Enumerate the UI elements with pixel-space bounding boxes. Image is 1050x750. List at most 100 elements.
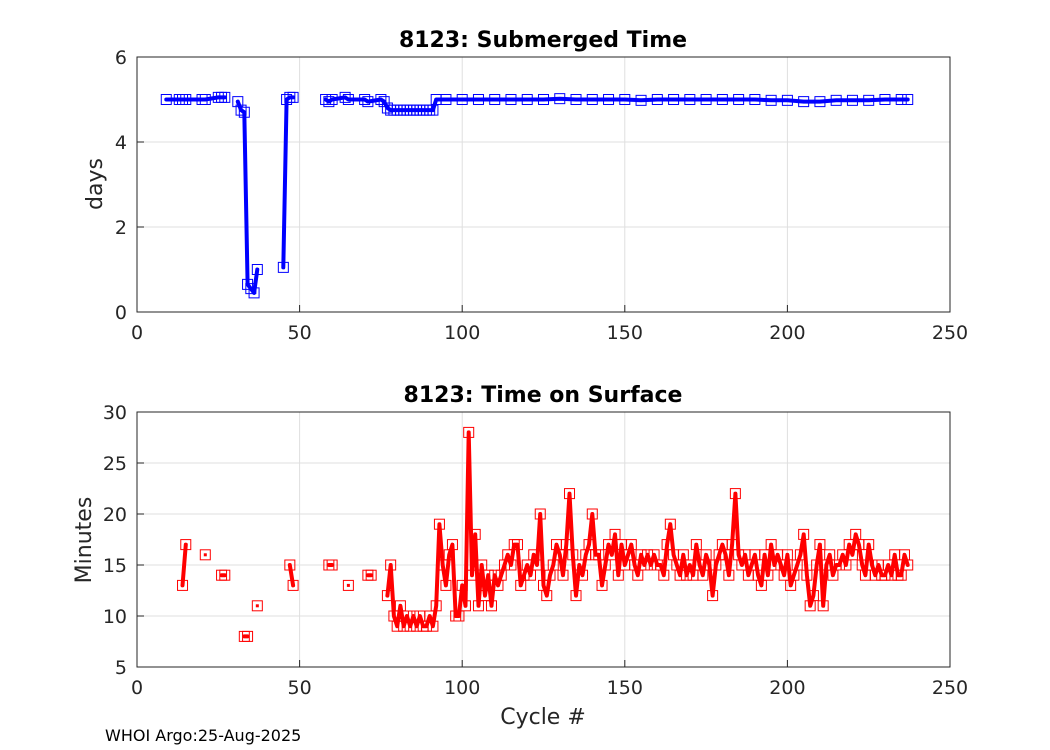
submerged-data-dot xyxy=(236,100,240,104)
submerged-data-dot xyxy=(785,98,789,102)
surface-y-tick-label: 5 xyxy=(115,657,127,679)
surface-data-dot xyxy=(776,553,780,557)
submerged-x-tick-label: 200 xyxy=(769,322,805,344)
surface-data-point xyxy=(606,549,618,561)
surface-data-dot xyxy=(457,614,461,618)
submerged-data-dot xyxy=(655,98,659,101)
submerged-data-point xyxy=(160,94,172,105)
surface-data-dot xyxy=(542,583,545,587)
surface-data-dot xyxy=(581,573,585,577)
surface-data-dot xyxy=(512,543,516,547)
surface-data-dot xyxy=(395,624,399,628)
surface-data-point xyxy=(798,528,810,540)
surface-data-dot xyxy=(590,512,594,516)
submerged-data-dot xyxy=(720,98,724,101)
submerged-data-dot xyxy=(769,98,773,102)
surface-data-dot xyxy=(811,594,815,598)
surface-data-dot xyxy=(538,512,542,516)
surface-data-dot xyxy=(421,624,425,628)
surface-data-dot xyxy=(223,573,227,577)
submerged-data-point xyxy=(538,94,549,105)
surface-data-dot xyxy=(818,543,822,547)
submerged-data-dot xyxy=(285,98,289,101)
surface-data-dot xyxy=(662,573,666,577)
surface-y-tick-label: 25 xyxy=(103,453,127,475)
surface-x-axis-label: Cycle # xyxy=(500,705,586,730)
surface-y-ticks: 5 10 15 20 25 30 xyxy=(103,402,144,679)
surface-data-dot xyxy=(415,624,419,628)
surface-data-dot xyxy=(610,553,614,557)
submerged-data-dot xyxy=(802,100,806,104)
surface-data-dot xyxy=(785,553,789,557)
surface-data-dot xyxy=(724,553,728,557)
surface-data-dot xyxy=(860,563,864,567)
surface-data-dot xyxy=(750,563,754,567)
surface-data-dot xyxy=(496,583,500,587)
surface-data-point xyxy=(661,539,673,551)
surface-data-point xyxy=(824,549,836,561)
surface-data-dot xyxy=(769,543,773,547)
submerged-data-dot xyxy=(525,98,529,101)
surface-data-dot xyxy=(642,563,646,567)
submerged-data-dot xyxy=(672,98,676,101)
surface-data-dot xyxy=(730,543,734,547)
submerged-data-point xyxy=(554,93,566,105)
submerged-data-dot xyxy=(558,97,562,101)
surface-data-dot xyxy=(717,553,721,557)
surface-data-point xyxy=(472,600,484,612)
surface-data-dot xyxy=(431,624,435,628)
surface-plot-area xyxy=(137,412,950,667)
submerged-data-dot xyxy=(639,98,643,102)
surface-data-dot xyxy=(584,553,588,557)
submerged-y-ticks: 0 2 4 6 xyxy=(115,47,144,324)
surface-data-dot xyxy=(291,583,295,587)
surface-data-dot xyxy=(620,543,624,547)
surface-data-dot xyxy=(824,563,828,567)
submerged-data-point xyxy=(323,96,335,108)
submerged-data-dot xyxy=(444,98,448,101)
surface-data-point xyxy=(541,590,553,602)
surface-chart-title: 8123: Time on Surface xyxy=(404,383,683,408)
submerged-data-dot xyxy=(424,108,428,112)
surface-data-point xyxy=(814,539,826,551)
surface-data-dot xyxy=(623,563,627,567)
submerged-data-dot xyxy=(249,287,253,291)
surface-data-dot xyxy=(288,563,292,567)
submerged-data-dot xyxy=(385,106,389,110)
submerged-data-dot xyxy=(415,108,419,112)
submerged-x-tick-label: 100 xyxy=(444,322,480,344)
surface-data-dot xyxy=(483,594,487,598)
surface-data-dot xyxy=(519,583,523,587)
surface-data-point xyxy=(726,539,738,551)
submerged-data-dot xyxy=(418,108,422,112)
surface-data-point xyxy=(658,569,670,581)
surface-data-point xyxy=(781,549,793,561)
surface-data-point xyxy=(463,426,475,438)
surface-data-dot xyxy=(828,553,832,557)
submerged-data-dot xyxy=(906,98,910,101)
surface-data-dot xyxy=(821,604,825,608)
surface-data-dot xyxy=(876,563,880,567)
submerged-y-tick-label: 6 xyxy=(115,47,127,69)
surface-data-dot xyxy=(434,604,438,608)
surface-data-dot xyxy=(831,573,835,577)
submerged-data-dot xyxy=(343,95,347,99)
surface-data-dot xyxy=(883,573,887,577)
surface-series-line xyxy=(287,563,296,588)
submerged-data-dot xyxy=(382,100,386,104)
footer-credit: WHOI Argo:25-Aug-2025 xyxy=(105,726,301,745)
submerged-data-point xyxy=(570,94,582,105)
surface-data-dot xyxy=(470,573,474,577)
surface-data-point xyxy=(765,539,777,551)
surface-data-point xyxy=(427,620,439,632)
submerged-series-line xyxy=(164,95,227,102)
surface-data-point xyxy=(446,539,458,551)
submerged-data-dot xyxy=(850,98,854,102)
submerged-data-dot xyxy=(493,98,497,101)
surface-data-dot xyxy=(551,563,555,567)
surface-data-point xyxy=(697,569,709,581)
surface-data-point xyxy=(586,508,598,520)
surface-data-dot xyxy=(798,553,802,557)
surface-data-point xyxy=(846,549,858,561)
surface-data-dot xyxy=(743,553,747,557)
